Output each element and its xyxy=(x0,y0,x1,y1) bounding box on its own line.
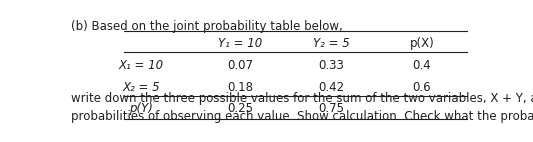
Text: 0.18: 0.18 xyxy=(227,81,253,94)
Text: 0.07: 0.07 xyxy=(227,59,253,72)
Text: 0.42: 0.42 xyxy=(318,81,344,94)
Text: 0.25: 0.25 xyxy=(227,102,253,115)
Text: write down the three possible values for the sum of the two variables, X + Y, an: write down the three possible values for… xyxy=(71,92,533,123)
Text: p(Y): p(Y) xyxy=(129,102,153,115)
Text: 0.33: 0.33 xyxy=(318,59,344,72)
Text: 0.75: 0.75 xyxy=(318,102,344,115)
Text: (b) Based on the joint probability table below,: (b) Based on the joint probability table… xyxy=(71,20,343,33)
Text: X₂ = 5: X₂ = 5 xyxy=(122,81,160,94)
Text: p(X): p(X) xyxy=(409,37,434,50)
Text: Y₁ = 10: Y₁ = 10 xyxy=(218,37,262,50)
Text: 0.6: 0.6 xyxy=(413,81,431,94)
Text: X₁ = 10: X₁ = 10 xyxy=(118,59,164,72)
Text: 0.4: 0.4 xyxy=(413,59,431,72)
Text: Y₂ = 5: Y₂ = 5 xyxy=(313,37,349,50)
